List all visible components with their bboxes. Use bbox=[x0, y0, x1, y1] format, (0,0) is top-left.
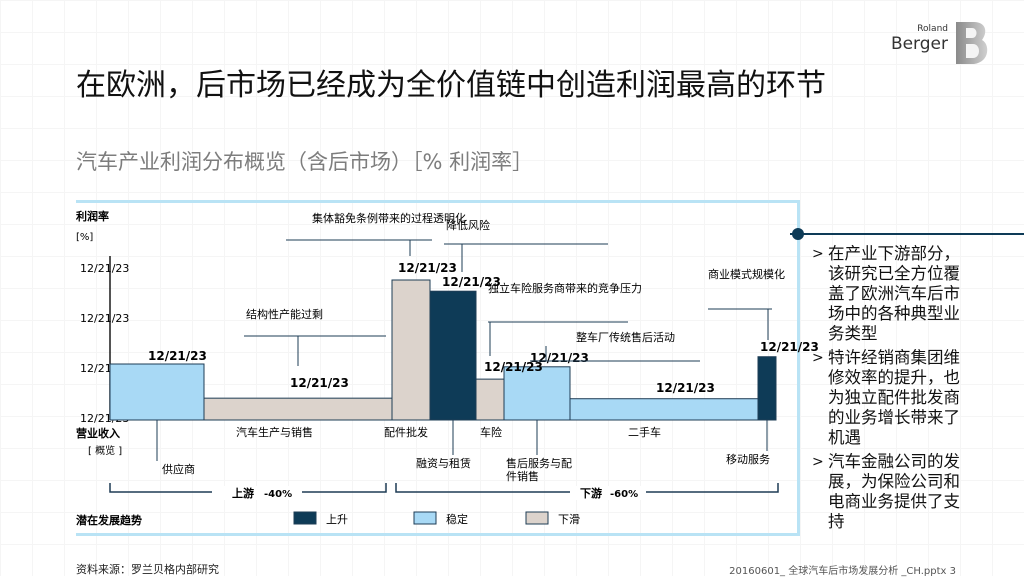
chevron-right-icon: > bbox=[812, 246, 824, 262]
y-tick-label: 12/21/23 bbox=[80, 262, 129, 275]
segment-bottom-label: 供应商 bbox=[162, 462, 195, 476]
annotation-scaling: 商业模式规模化 bbox=[708, 267, 785, 281]
side-connector bbox=[790, 228, 1024, 240]
legend-swatch bbox=[525, 511, 549, 525]
bars bbox=[109, 279, 777, 421]
chart-subtitle: 汽车产业利润分布概览（含后市场）［% 利润率］ bbox=[76, 150, 534, 174]
segment-bottom-label: 售后服务与配件销售 bbox=[506, 456, 572, 483]
bar bbox=[429, 290, 477, 421]
annotations: 结构性产能过剩 集体豁免条例带来的过程透明化 降低风险 独立车险服务商带来的竞争… bbox=[244, 211, 785, 366]
source-note: 资料来源：罗兰贝格内部研究 bbox=[76, 563, 219, 576]
chart-frame bbox=[76, 200, 800, 536]
bar-value-label: 12/21/23 bbox=[398, 261, 457, 275]
annotation-risk: 降低风险 bbox=[446, 218, 490, 232]
bar bbox=[503, 366, 571, 421]
annotation-capacity: 结构性产能过剩 bbox=[246, 307, 323, 321]
y-axis-label: 利润率 bbox=[76, 209, 109, 223]
segment-name: 汽车生产与销售 bbox=[236, 425, 313, 439]
annotation-transparency: 集体豁免条例带来的过程透明化 bbox=[312, 211, 466, 225]
side-point: > 汽车金融公司的发展，为保险公司和电商业务提供了支持 bbox=[812, 452, 960, 531]
legend-label: 稳定 bbox=[446, 512, 468, 526]
downstream-bracket: 下游 -60% bbox=[395, 483, 779, 500]
footer-file-name: 20160601_ 全球汽车后市场发展分析 _CH.pptx 3 bbox=[729, 566, 956, 577]
bar bbox=[109, 363, 205, 421]
annotation-competition: 独立车险服务商带来的竞争压力 bbox=[488, 281, 642, 295]
downstream-label: 下游 bbox=[580, 486, 602, 500]
downstream-value: -60% bbox=[610, 489, 638, 500]
logo-line2: Berger bbox=[890, 34, 948, 54]
annotation-oem-aftersales: 整车厂传统售后活动 bbox=[576, 330, 675, 344]
y-tick-label: 12/21/23 bbox=[80, 312, 129, 325]
legend-label: 上升 bbox=[326, 513, 348, 526]
leader-lines bbox=[156, 420, 768, 461]
bar-value-label: 12/21/23 bbox=[530, 351, 589, 365]
bar bbox=[569, 398, 759, 421]
x-axis-label: 营业收入 bbox=[76, 426, 120, 440]
legend-swatch bbox=[413, 511, 437, 525]
bar bbox=[391, 279, 431, 421]
bar-value-label: 12/21/23 bbox=[148, 349, 207, 363]
logo-line1: Roland bbox=[917, 24, 948, 34]
y-axis-unit: [%] bbox=[76, 232, 93, 243]
upstream-label: 上游 bbox=[232, 486, 254, 500]
bar-value-label: 12/21/23 bbox=[656, 381, 715, 395]
bar-value-label: 12/21/23 bbox=[760, 340, 819, 354]
bar bbox=[475, 378, 505, 421]
bar bbox=[203, 397, 393, 421]
segment-bottom-label: 移动服务 bbox=[726, 453, 770, 466]
x-axis-unit: [ 概览 ] bbox=[88, 444, 122, 457]
chevron-right-icon: > bbox=[812, 350, 824, 366]
bar-value-label: 12/21/23 bbox=[290, 376, 349, 390]
bar-value-label: 12/21/23 bbox=[484, 360, 543, 374]
chevron-right-icon: > bbox=[812, 454, 824, 470]
roland-berger-logo: Roland Berger bbox=[890, 22, 992, 64]
segment-name: 二手车 bbox=[628, 425, 661, 439]
segment-name: 车险 bbox=[480, 425, 502, 439]
page-title: 在欧洲，后市场已经成为全价值链中创造利润最高的环节 bbox=[76, 68, 826, 103]
segment-name: 配件批发 bbox=[384, 425, 428, 439]
bar bbox=[757, 356, 777, 421]
side-points: > 在产业下游部分，该研究已全方位覆盖了欧洲汽车后市场中的各种典型业务类型 > 特许… bbox=[812, 244, 962, 536]
logo-b-icon bbox=[956, 22, 988, 64]
upstream-bracket: 上游 -40% bbox=[109, 483, 387, 500]
side-point: > 特许经销商集团维修效率的提升，也为独立配件批发商的业务增长带来了机遇 bbox=[812, 348, 960, 447]
legend-label: 下滑 bbox=[558, 513, 580, 526]
bar-value-labels: 12/21/2312/21/2312/21/2312/21/2312/21/23… bbox=[148, 261, 819, 395]
legend-swatch bbox=[293, 511, 317, 525]
bar-value-label: 12/21/23 bbox=[442, 275, 501, 289]
legend: 上升 稳定 下滑 bbox=[293, 511, 580, 526]
side-point: > 在产业下游部分，该研究已全方位覆盖了欧洲汽车后市场中的各种典型业务类型 bbox=[812, 244, 960, 343]
upstream-value: -40% bbox=[264, 489, 292, 500]
legend-title: 潜在发展趋势 bbox=[76, 513, 142, 527]
segment-bottom-label: 融资与租赁 bbox=[416, 456, 471, 470]
